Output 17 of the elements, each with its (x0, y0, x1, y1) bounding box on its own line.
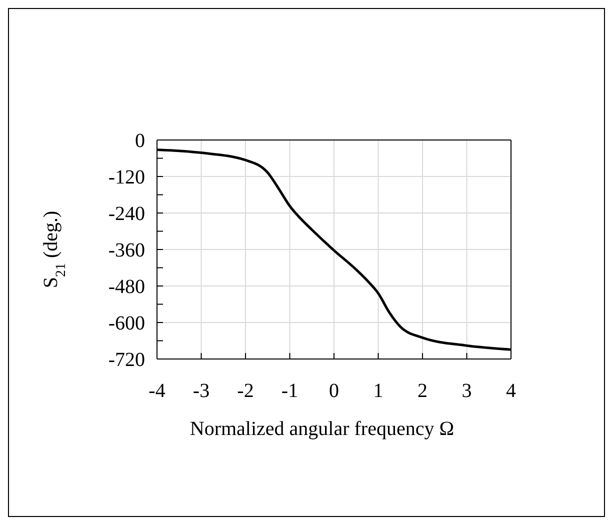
y-tick-label: -600 (108, 312, 145, 335)
y-tick-label: 0 (135, 130, 145, 152)
x-tick-label: 0 (329, 380, 339, 402)
x-tick-label: 4 (506, 380, 516, 402)
x-tick-label: 2 (418, 380, 428, 402)
y-tick-label: -360 (108, 240, 145, 262)
y-tick-label: -480 (108, 276, 145, 298)
x-tick-label: -3 (192, 380, 210, 402)
y-tick-label: -240 (108, 203, 145, 226)
y-tick-label: -120 (108, 166, 145, 189)
x-tick-label: -1 (281, 380, 298, 402)
x-tick-label: 3 (462, 380, 472, 402)
x-tick-label: -2 (237, 380, 254, 402)
x-tick-label: 1 (373, 380, 384, 402)
x-axis-title: Normalized angular frequency Ω (190, 418, 454, 440)
x-tick-label: -4 (148, 380, 166, 402)
y-tick-label: -720 (108, 349, 145, 372)
